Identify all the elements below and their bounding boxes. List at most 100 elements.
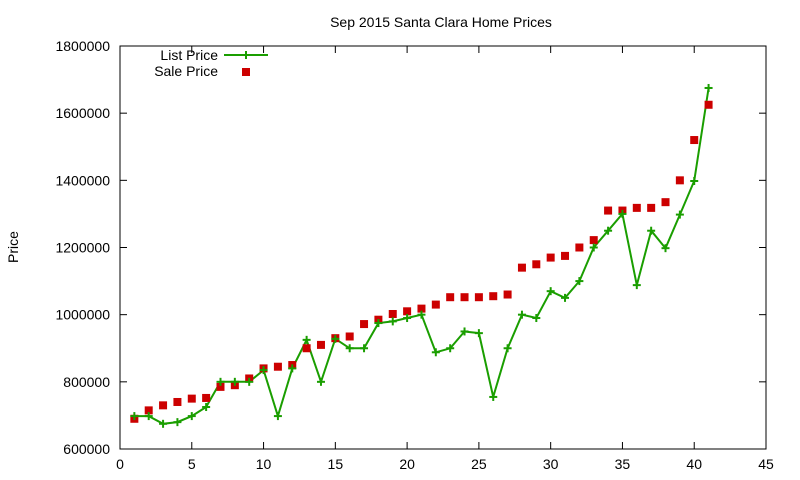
list-price-point <box>360 344 369 353</box>
sale-price-point <box>144 406 153 415</box>
sale-price-point <box>561 251 570 260</box>
y-tick-label: 1200000 <box>55 240 110 256</box>
x-tick-label: 20 <box>399 456 415 472</box>
list-price-point <box>661 244 670 253</box>
sale-price-point <box>316 340 325 349</box>
list-price-point <box>187 412 196 421</box>
sale-price-point <box>360 320 369 329</box>
x-tick-label: 45 <box>758 456 774 472</box>
list-price-point <box>690 177 699 186</box>
sale-price-point <box>446 293 455 302</box>
y-axis-ticks: 600000 800000 1000000 1200000 1400000 1600000… <box>55 38 766 457</box>
chart-title: Sep 2015 Santa Clara Home Prices <box>330 14 552 30</box>
list-price-point <box>417 310 426 319</box>
x-tick-label: 25 <box>471 456 487 472</box>
list-price-point <box>316 377 325 386</box>
sale-price-point <box>575 243 584 252</box>
list-price-point <box>331 334 340 343</box>
legend-label-sale-price: Sale Price <box>154 63 218 79</box>
sale-price-point <box>589 236 598 245</box>
y-tick-label: 1000000 <box>55 307 110 323</box>
list-price-point <box>388 317 397 326</box>
list-price-point <box>618 209 627 218</box>
sale-price-point <box>273 362 282 371</box>
list-price-point <box>288 364 297 373</box>
list-price-point <box>489 392 498 401</box>
sale-price-point <box>460 293 469 302</box>
list-price-point <box>159 419 168 428</box>
list-price-line <box>134 87 710 425</box>
list-price-point <box>374 319 383 328</box>
sale-price-point <box>546 253 555 262</box>
list-price-point <box>302 335 311 344</box>
x-tick-label: 30 <box>543 456 559 472</box>
sale-price-point <box>417 304 426 313</box>
sale-price-point <box>503 290 512 299</box>
sale-price-point <box>431 300 440 309</box>
list-price-point <box>460 327 469 336</box>
x-tick-label: 15 <box>328 456 344 472</box>
legend-label-list-price: List Price <box>160 47 218 63</box>
list-price-point <box>604 226 613 235</box>
x-tick-label: 35 <box>615 456 631 472</box>
sale-price-point <box>187 394 196 403</box>
list-price-point <box>517 310 526 319</box>
sale-price-point <box>474 293 483 302</box>
sale-price-point <box>647 203 656 212</box>
sale-price-point <box>173 397 182 406</box>
list-price-point <box>273 412 282 421</box>
sale-price-point <box>159 401 168 410</box>
series-layer <box>130 83 713 428</box>
list-price-point <box>144 412 153 421</box>
sale-price-point <box>517 263 526 272</box>
sale-price-point <box>302 344 311 353</box>
x-tick-label: 10 <box>256 456 272 472</box>
list-price-point <box>431 348 440 357</box>
y-tick-label: 1800000 <box>55 38 110 54</box>
list-price-point <box>532 314 541 323</box>
x-tick-label: 40 <box>686 456 702 472</box>
list-price-point <box>546 287 555 296</box>
sale-price-point <box>345 332 354 341</box>
y-tick-label: 800000 <box>63 374 110 390</box>
y-tick-label: 1600000 <box>55 105 110 121</box>
list-price-point <box>173 418 182 427</box>
sale-price-point <box>532 260 541 269</box>
x-tick-label: 0 <box>116 456 124 472</box>
sale-price-point <box>202 393 211 402</box>
list-price-point <box>230 377 239 386</box>
sale-price-point <box>216 382 225 391</box>
list-price-point <box>675 210 684 219</box>
list-price-point <box>446 344 455 353</box>
list-price-point <box>345 344 354 353</box>
sale-price-point <box>403 307 412 316</box>
sale-price-point <box>704 100 713 109</box>
list-price-point <box>589 243 598 252</box>
y-tick-label: 600000 <box>63 441 110 457</box>
y-axis-label: Price <box>5 231 21 263</box>
list-price-point <box>259 366 268 375</box>
list-price-point <box>632 281 641 290</box>
sale-price-point <box>489 292 498 301</box>
x-tick-label: 5 <box>188 456 196 472</box>
list-price-point <box>647 226 656 235</box>
list-price-point <box>561 293 570 302</box>
list-price-point <box>245 377 254 386</box>
list-price-point <box>575 277 584 286</box>
sale-price-point <box>388 309 397 318</box>
list-price-point <box>503 344 512 353</box>
list-price-point <box>202 403 211 412</box>
sale-price-point <box>661 198 670 207</box>
y-tick-label: 1400000 <box>55 172 110 188</box>
sale-price-point <box>690 136 699 145</box>
list-price-point <box>130 412 139 421</box>
sale-price-point <box>604 206 613 215</box>
sale-price-point <box>675 176 684 185</box>
list-price-point <box>216 377 225 386</box>
sale-price-point <box>632 203 641 212</box>
list-price-point <box>403 314 412 323</box>
list-price-point <box>704 83 713 92</box>
list-price-point <box>474 329 483 338</box>
